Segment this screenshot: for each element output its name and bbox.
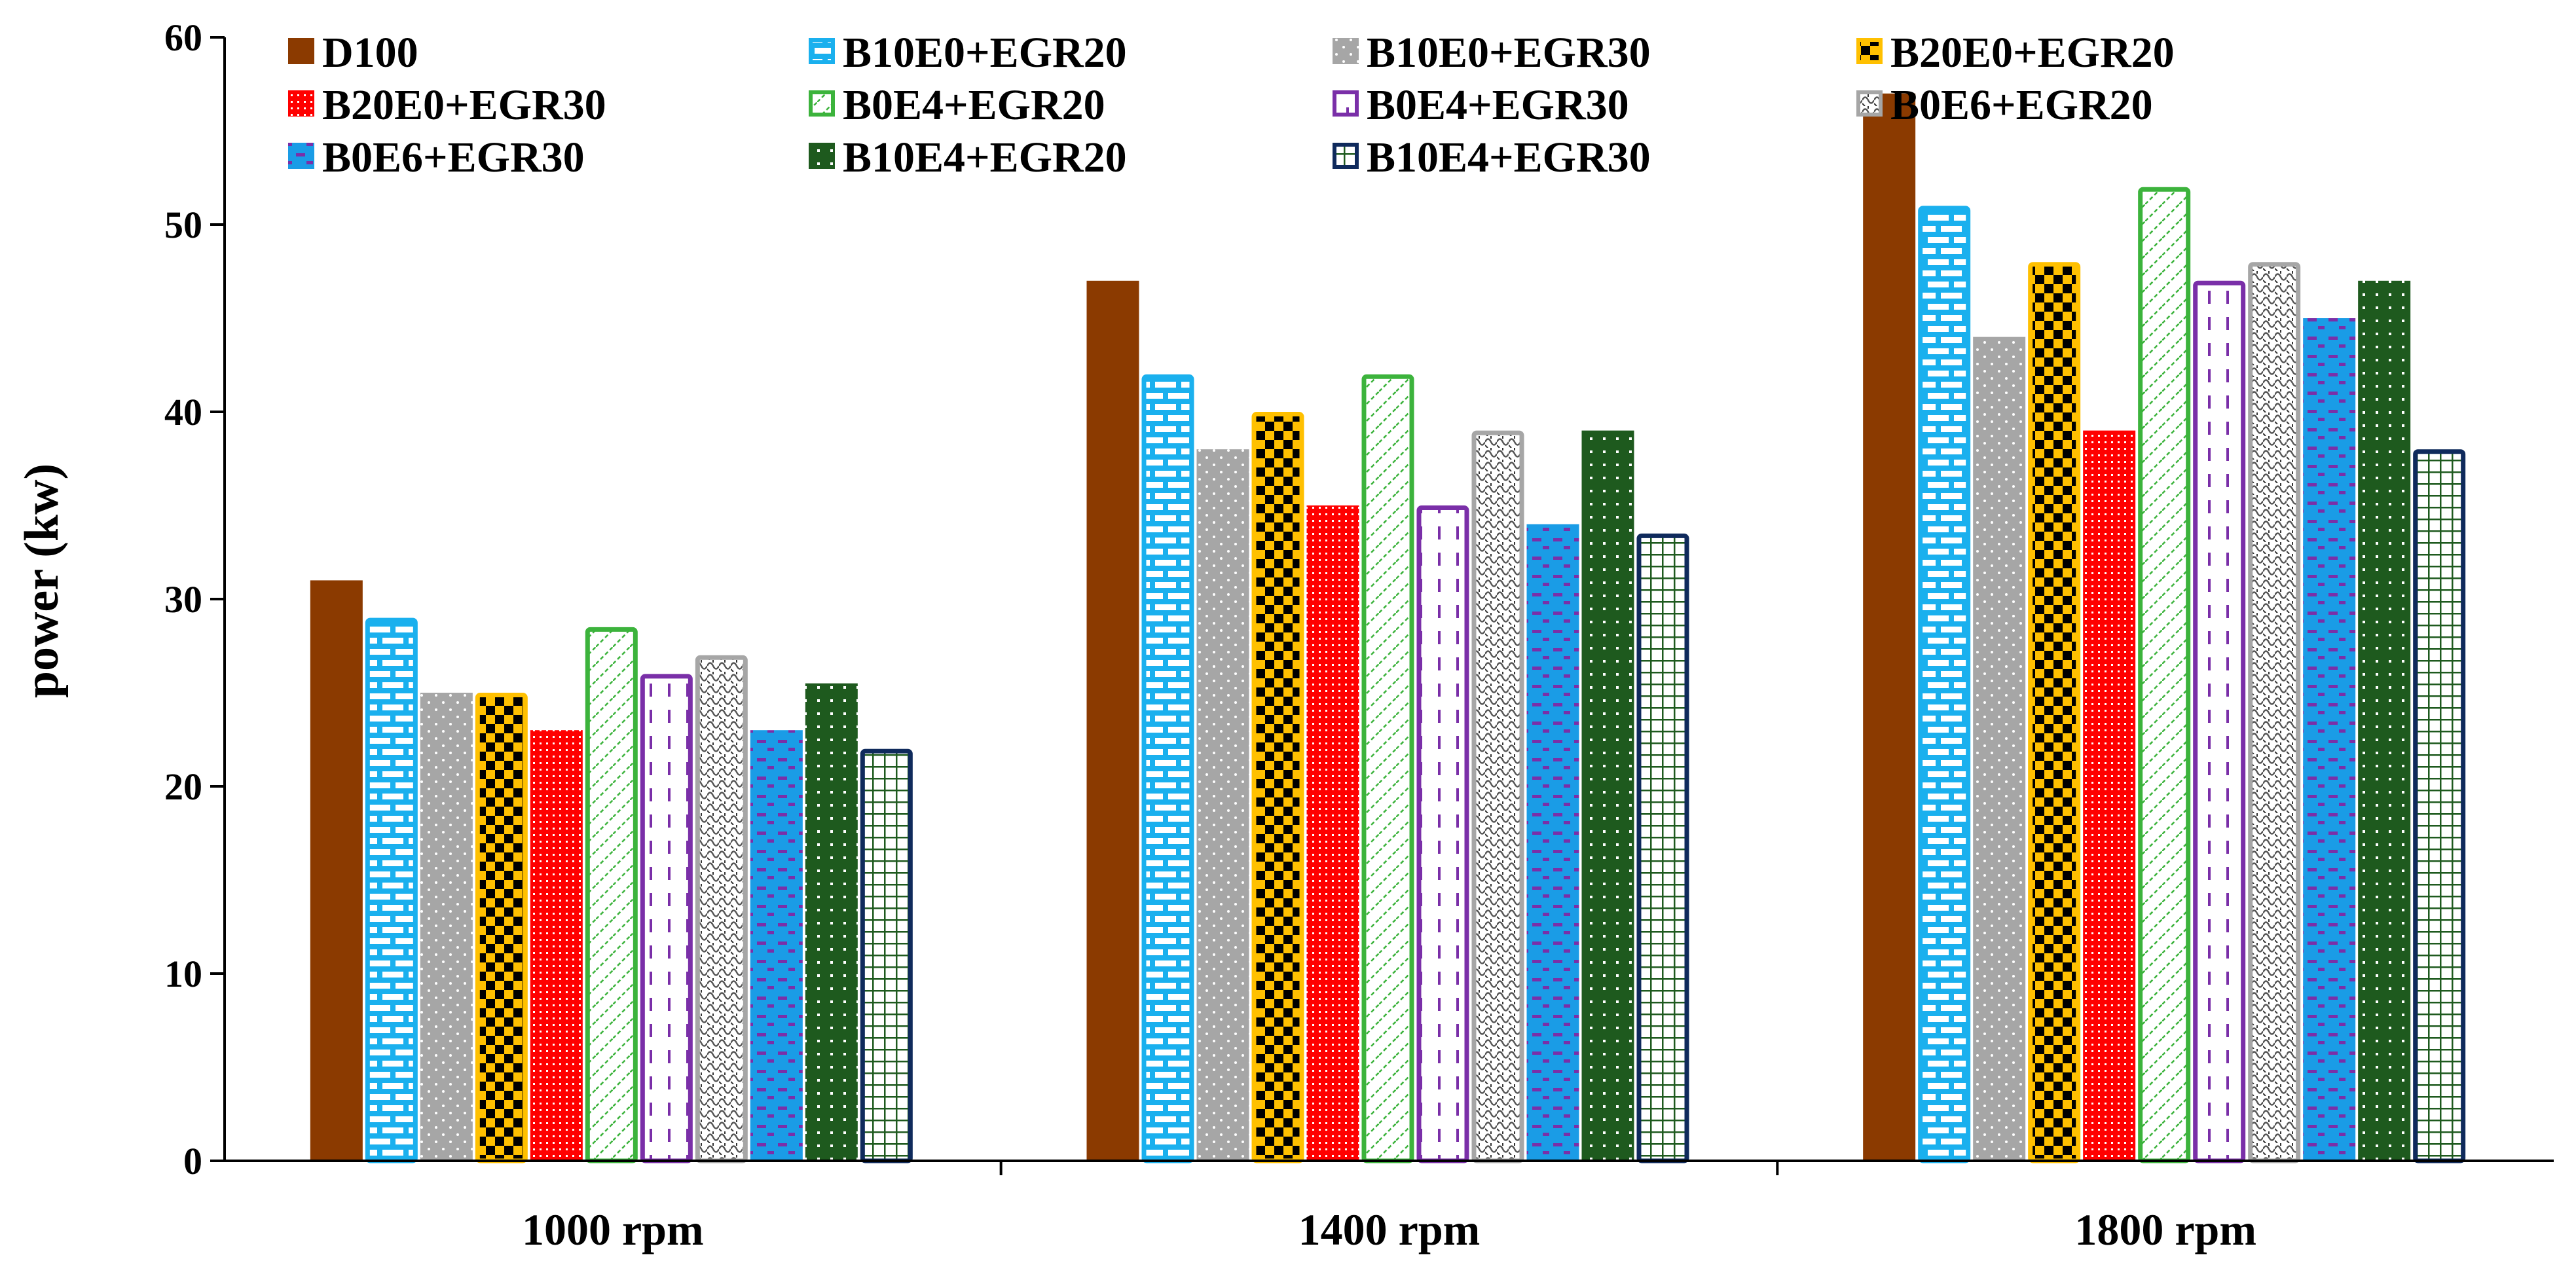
bar-b0e6-egr30-1000-rpm [750, 730, 803, 1161]
legend-swatch-b10e4-egr30 [1333, 143, 1359, 169]
bar-b0e4-egr30-1400-rpm [1416, 505, 1469, 1163]
bar-b10e0-egr30-1000-rpm [420, 693, 473, 1161]
bar-b0e4-egr30-1800-rpm [2193, 280, 2246, 1163]
legend-label-b20e0-egr30: B20E0+EGR30 [322, 81, 606, 129]
bar-b10e0-egr30-1800-rpm [1973, 337, 2026, 1161]
y-tick-label: 0 [183, 1140, 202, 1182]
bar-b10e4-egr20-1800-rpm [2358, 280, 2411, 1161]
bar-b10e0-egr30-1400-rpm [1196, 449, 1249, 1161]
x-category-label: 1800 rpm [2074, 1205, 2256, 1254]
y-tick-label: 40 [164, 391, 202, 433]
bar-b0e4-egr30-1000-rpm [640, 674, 693, 1163]
bar-b10e0-egr20-1000-rpm [365, 617, 418, 1163]
bar-b10e4-egr20-1000-rpm [805, 683, 858, 1161]
bar-b0e6-egr20-1400-rpm [1471, 430, 1524, 1163]
legend-label-b0e4-egr20: B0E4+EGR20 [843, 81, 1105, 129]
legend-swatch-b20e0-egr20 [1856, 38, 1883, 64]
legend-label-b10e0-egr20: B10E0+EGR20 [843, 29, 1127, 77]
bar-b20e0-egr30-1000-rpm [530, 730, 583, 1161]
bar-b0e6-egr30-1800-rpm [2303, 318, 2356, 1161]
legend-swatch-d100 [288, 38, 314, 64]
x-category-label: 1000 rpm [522, 1205, 704, 1254]
legend-label-b0e6-egr30: B0E6+EGR30 [322, 134, 585, 181]
bar-b0e6-egr20-1800-rpm [2248, 262, 2301, 1163]
legend-swatch-b0e4-egr20 [809, 90, 835, 117]
legend-swatch-b10e0-egr30 [1333, 38, 1359, 64]
legend-label-b0e4-egr30: B0E4+EGR30 [1367, 81, 1629, 129]
y-ticks: 0 10 20 30 40 50 60 [164, 16, 225, 1182]
bar-b10e4-egr30-1800-rpm [2413, 449, 2466, 1163]
bar-b10e0-egr20-1400-rpm [1141, 374, 1194, 1163]
bar-d100-1000-rpm [310, 580, 363, 1161]
y-tick-label: 20 [164, 765, 202, 808]
bar-b20e0-egr20-1800-rpm [2028, 262, 2081, 1163]
legend-label-d100: D100 [322, 29, 418, 77]
x-categories: 1000 rpm 1400 rpm 1800 rpm [522, 1161, 2256, 1254]
legend-swatch-b10e0-egr20 [809, 38, 835, 64]
y-tick-label: 50 [164, 204, 202, 246]
bar-b20e0-egr30-1400-rpm [1306, 505, 1359, 1161]
bar-b20e0-egr30-1800-rpm [2083, 430, 2136, 1161]
bar-b10e4-egr30-1000-rpm [860, 748, 913, 1163]
legend-label-b10e4-egr30: B10E4+EGR30 [1367, 134, 1651, 181]
legend-label-b10e0-egr30: B10E0+EGR30 [1367, 29, 1651, 77]
bars [310, 93, 2466, 1163]
legend-swatch-b20e0-egr30 [288, 90, 314, 117]
y-axis-title: power (kw) [15, 464, 69, 698]
legend-label-b10e4-egr20: B10E4+EGR20 [843, 134, 1127, 181]
legend-label-b20e0-egr20: B20E0+EGR20 [1890, 29, 2175, 77]
bar-b0e4-egr20-1800-rpm [2138, 187, 2191, 1163]
y-tick-label: 30 [164, 578, 202, 621]
legend-swatch-b0e6-egr30 [288, 143, 314, 169]
legend-label-b0e6-egr20: B0E6+EGR20 [1890, 81, 2153, 129]
bar-b10e0-egr20-1800-rpm [1918, 206, 1971, 1163]
legend-swatch-b10e4-egr20 [809, 143, 835, 169]
bar-d100-1800-rpm [1863, 93, 1916, 1161]
bar-d100-1400-rpm [1086, 280, 1139, 1161]
x-category-label: 1400 rpm [1298, 1205, 1481, 1254]
bar-b20e0-egr20-1400-rpm [1251, 412, 1304, 1163]
bar-b0e4-egr20-1000-rpm [585, 627, 638, 1163]
legend-swatch-b0e6-egr20 [1856, 90, 1883, 117]
bar-b0e6-egr20-1000-rpm [695, 655, 748, 1163]
legend: D100 B10E0+EGR20 B10E0+EGR30 B20E0+EGR20 B20… [288, 29, 2175, 181]
bar-b0e6-egr30-1400-rpm [1526, 524, 1579, 1161]
bar-b10e4-egr20-1400-rpm [1581, 430, 1634, 1161]
y-tick-label: 60 [164, 16, 202, 59]
y-tick-label: 10 [164, 953, 202, 995]
bar-b20e0-egr20-1000-rpm [475, 693, 528, 1163]
legend-swatch-b0e4-egr30 [1333, 90, 1359, 117]
bar-b0e4-egr20-1400-rpm [1361, 374, 1414, 1163]
bar-b10e4-egr30-1400-rpm [1636, 533, 1689, 1163]
